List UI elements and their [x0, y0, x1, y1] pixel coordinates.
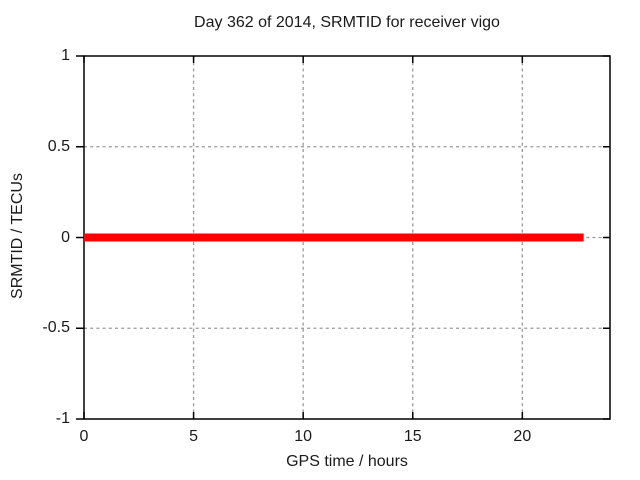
- x-axis-label: GPS time / hours: [286, 453, 408, 470]
- y-tick-label: -1: [55, 410, 70, 427]
- y-tick-label: 1: [61, 47, 70, 64]
- x-tick-label: 20: [513, 428, 532, 445]
- y-tick-label: 0: [61, 228, 70, 246]
- x-tick-label: 5: [189, 428, 199, 445]
- y-tick-label: 0.5: [47, 137, 70, 155]
- x-tick-label: 15: [403, 428, 422, 445]
- y-tick-label: -0.5: [42, 319, 70, 337]
- x-tick-label: 0: [79, 428, 89, 445]
- x-tick-label: 10: [294, 428, 313, 445]
- chart-title: Day 362 of 2014, SRMTID for receiver vig…: [194, 14, 500, 31]
